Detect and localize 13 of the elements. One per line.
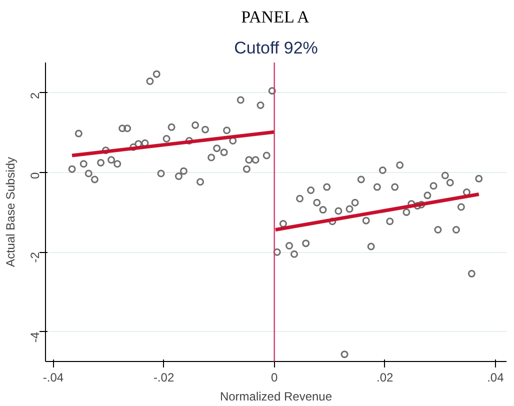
x-tick-label: -.02 <box>153 370 174 384</box>
chart-subtitle: Cutoff 92% <box>234 38 318 58</box>
x-tick-label: .02 <box>376 370 394 384</box>
y-tick-label: 0 <box>28 172 42 179</box>
x-tick-label: -.04 <box>42 370 64 384</box>
x-tick-label: 0 <box>271 370 278 384</box>
x-axis-title: Normalized Revenue <box>220 390 332 404</box>
y-tick-label: -4 <box>28 332 42 343</box>
y-tick-label: -2 <box>28 252 42 263</box>
x-tick-label: .04 <box>487 370 504 384</box>
y-tick-label: 2 <box>28 92 42 100</box>
chart-title: PANEL A <box>241 8 310 26</box>
y-axis-title: Actual Base Subsidy <box>4 156 18 268</box>
